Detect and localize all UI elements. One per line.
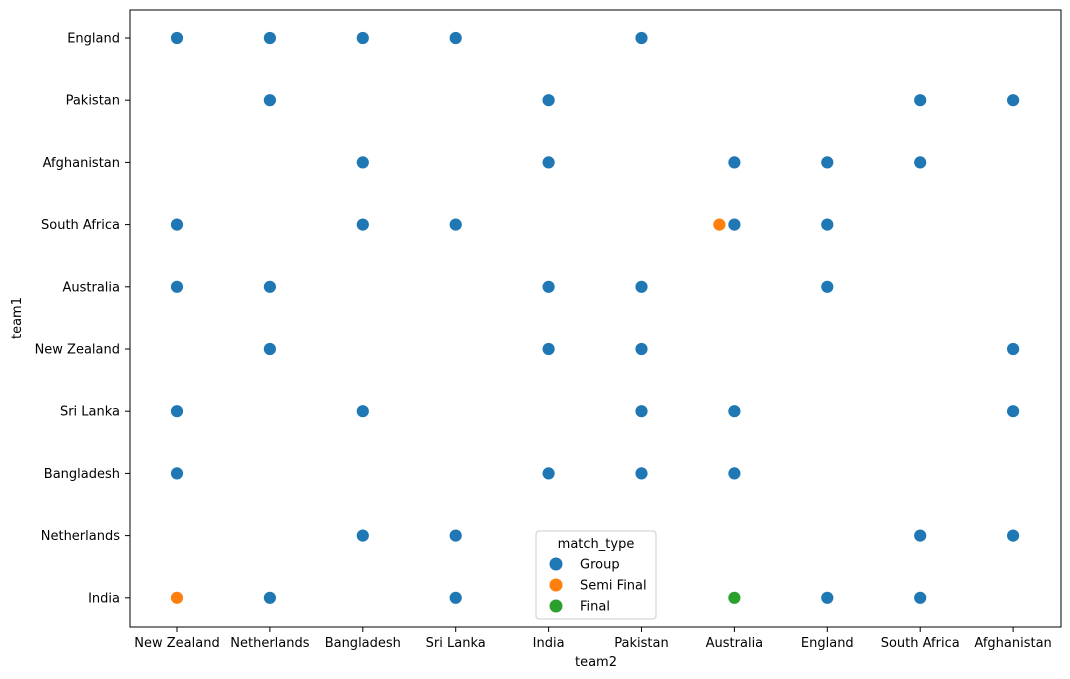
plot-area bbox=[129, 9, 1062, 628]
x-tick-label: England bbox=[801, 636, 854, 651]
data-point bbox=[913, 590, 928, 605]
data-point bbox=[727, 590, 742, 605]
data-point bbox=[262, 31, 277, 45]
legend-label: Group bbox=[580, 558, 620, 573]
data-point bbox=[634, 466, 649, 481]
y-tick-label: Pakistan bbox=[66, 94, 120, 109]
data-point bbox=[820, 155, 835, 170]
y-tick-label: England bbox=[67, 32, 120, 47]
data-point bbox=[1006, 404, 1020, 419]
data-point bbox=[262, 93, 277, 108]
data-point bbox=[727, 155, 742, 170]
data-point bbox=[541, 279, 556, 294]
y-tick-label: Bangladesh bbox=[44, 467, 120, 482]
legend: match_type Group Semi Final Final bbox=[535, 530, 657, 620]
data-point bbox=[170, 217, 184, 232]
legend-label: Final bbox=[580, 600, 610, 615]
data-point bbox=[355, 155, 370, 170]
data-point bbox=[913, 93, 928, 108]
legend-marker bbox=[549, 599, 563, 613]
x-tick-label: New Zealand bbox=[134, 636, 219, 651]
x-tick-label: South Africa bbox=[881, 636, 960, 651]
data-point bbox=[820, 590, 835, 605]
data-point bbox=[1006, 342, 1020, 356]
data-point bbox=[1006, 528, 1020, 543]
y-tick-label: New Zealand bbox=[35, 343, 120, 358]
x-axis-label: team2 bbox=[575, 655, 617, 670]
legend-box bbox=[535, 530, 657, 620]
data-points bbox=[170, 31, 1020, 605]
data-point bbox=[262, 342, 277, 356]
data-point bbox=[541, 155, 556, 170]
data-point bbox=[262, 590, 277, 605]
x-tick-label: Netherlands bbox=[230, 636, 309, 651]
data-point bbox=[727, 217, 742, 232]
data-point bbox=[727, 466, 742, 481]
x-tick-label: Bangladesh bbox=[325, 636, 401, 651]
data-point bbox=[170, 404, 184, 419]
y-tick-label: Netherlands bbox=[41, 529, 120, 544]
data-point bbox=[727, 404, 742, 419]
legend-marker bbox=[549, 578, 563, 592]
data-point bbox=[541, 466, 556, 481]
x-tick-label: Australia bbox=[706, 636, 764, 651]
x-tick-label: India bbox=[533, 636, 565, 651]
data-point bbox=[170, 466, 184, 481]
x-tick-label: Afghanistan bbox=[974, 636, 1051, 651]
data-point bbox=[634, 31, 649, 45]
data-point bbox=[355, 31, 370, 45]
data-point bbox=[913, 155, 928, 170]
y-axis-label: team1 bbox=[10, 297, 25, 339]
legend-marker bbox=[549, 557, 563, 571]
x-tick-label: Pakistan bbox=[614, 636, 668, 651]
data-point bbox=[448, 217, 463, 232]
data-point bbox=[541, 342, 556, 356]
plot-frame bbox=[129, 9, 1062, 628]
y-tick-label: South Africa bbox=[41, 218, 120, 233]
y-tick-label: India bbox=[88, 591, 120, 606]
x-axis: New Zealand Netherlands Bangladesh Sri Lank… bbox=[134, 627, 1052, 651]
data-point bbox=[355, 404, 370, 419]
data-point bbox=[913, 528, 928, 543]
data-point bbox=[634, 404, 649, 419]
data-point bbox=[820, 279, 835, 294]
data-point bbox=[448, 31, 463, 45]
data-point bbox=[262, 279, 277, 294]
y-tick-label: Afghanistan bbox=[43, 156, 120, 171]
data-point bbox=[541, 93, 556, 108]
data-point bbox=[355, 217, 370, 232]
data-point bbox=[820, 217, 835, 232]
data-point bbox=[448, 590, 463, 605]
data-point bbox=[448, 528, 463, 543]
y-tick-label: Australia bbox=[62, 280, 120, 295]
data-point bbox=[170, 31, 184, 45]
y-axis: England Pakistan Afghanistan South Africa Au… bbox=[35, 32, 130, 606]
legend-entries: Group Semi Final Final bbox=[549, 557, 647, 615]
legend-label: Semi Final bbox=[580, 579, 647, 594]
y-tick-label: Sri Lanka bbox=[60, 405, 120, 420]
x-tick-label: Sri Lanka bbox=[426, 636, 486, 651]
data-point bbox=[1006, 93, 1020, 108]
data-point bbox=[170, 279, 184, 294]
data-point bbox=[634, 279, 649, 294]
data-point bbox=[355, 528, 370, 543]
data-point bbox=[634, 342, 649, 356]
data-point bbox=[170, 590, 184, 605]
legend-title: match_type bbox=[558, 537, 635, 552]
data-point bbox=[712, 217, 727, 232]
